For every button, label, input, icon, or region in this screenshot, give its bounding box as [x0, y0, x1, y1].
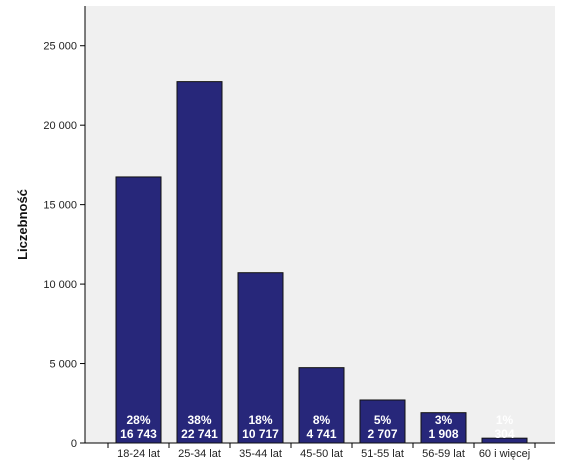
x-tick-label: 56-59 lat	[422, 448, 465, 460]
bar-1	[115, 176, 162, 444]
percent-label: 8%	[313, 413, 331, 427]
percent-label: 18%	[248, 413, 272, 427]
value-label: 4 741	[306, 427, 336, 441]
y-tick-label: 15 000	[43, 200, 77, 212]
x-tick-label: 45-50 lat	[300, 448, 343, 460]
x-axis: 18-24 lat 25-34 lat 35-44 lat 45-50 lat 51-5…	[85, 442, 555, 460]
y-tick-label: 20 000	[43, 120, 77, 132]
bar-2	[176, 81, 223, 444]
y-tick-label: 5 000	[49, 359, 77, 371]
value-label: 304	[494, 427, 514, 441]
x-tick-label: 25-34 lat	[178, 448, 221, 460]
x-tick-label: 35-44 lat	[239, 448, 282, 460]
bar-5	[359, 399, 406, 444]
y-tick-label: 25 000	[43, 41, 77, 53]
y-axis-title: Liczebność	[15, 189, 30, 260]
value-label: 1 908	[428, 427, 458, 441]
x-tick-label: 18-24 lat	[117, 448, 160, 460]
x-tick-label: 51-55 lat	[361, 448, 404, 460]
percent-label: 38%	[187, 413, 211, 427]
y-tick-label: 0	[71, 438, 77, 450]
percent-label: 5%	[374, 413, 392, 427]
bars-group	[115, 81, 528, 444]
value-label: 16 743	[120, 427, 157, 441]
bar-6	[420, 412, 467, 444]
value-label: 10 717	[242, 427, 279, 441]
y-axis: 0 5 000 10 000 15 000 20 000 25 000	[43, 6, 86, 450]
percent-label: 1%	[496, 413, 514, 427]
percent-label: 28%	[126, 413, 150, 427]
percent-label: 3%	[435, 413, 453, 427]
y-tick-label: 10 000	[43, 279, 77, 291]
bar-3	[237, 272, 284, 444]
bar-4	[298, 367, 345, 444]
x-tick-label: 60 i więcej	[479, 448, 530, 460]
value-label: 2 707	[367, 427, 397, 441]
bar-7	[481, 437, 528, 444]
value-label: 22 741	[181, 427, 218, 441]
data-labels-group: 28%16 743 38%22 741 18%10 717 8%4 741 5%2 70…	[120, 413, 515, 441]
